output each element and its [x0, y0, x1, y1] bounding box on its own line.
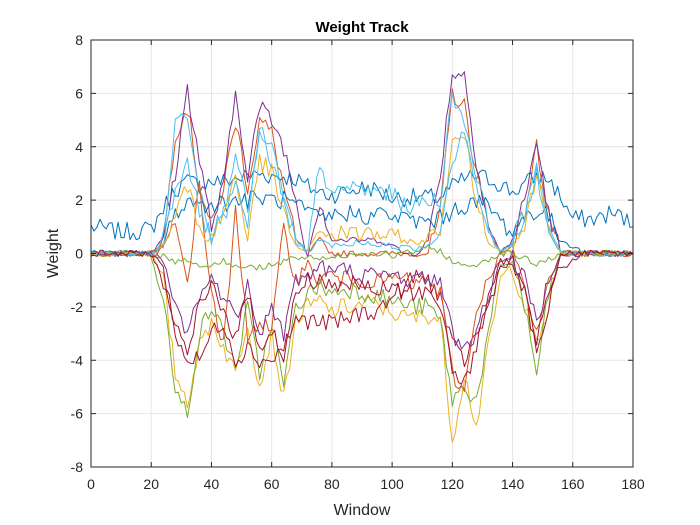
x-tick-label: 80	[324, 476, 340, 492]
chart-title: Weight Track	[315, 19, 409, 36]
series-line-8	[90, 190, 634, 258]
y-tick-label: -8	[71, 459, 84, 475]
x-axis-label: Window	[334, 502, 391, 519]
x-tick-label: 0	[87, 476, 95, 492]
series-line-4	[90, 71, 634, 258]
series-line-5	[90, 249, 634, 418]
ticks: 0 20 40 60 80 100 120 140 160 180 -8 -6 -4 -2 0 2 4 6 8	[71, 32, 645, 492]
series-line-14	[90, 249, 634, 385]
series-line-7	[90, 249, 634, 369]
y-tick-label: 4	[75, 139, 83, 155]
x-tick-label: 140	[501, 476, 525, 492]
series-line-3	[90, 249, 634, 443]
x-tick-label: 180	[621, 476, 645, 492]
series-line-10	[90, 136, 634, 257]
x-tick-label: 20	[143, 476, 159, 492]
x-tick-label: 160	[561, 476, 585, 492]
x-tick-label: 120	[441, 476, 465, 492]
x-tick-label: 100	[380, 476, 404, 492]
series-line-6	[90, 92, 634, 257]
y-tick-label: 6	[75, 85, 83, 101]
y-tick-label: -2	[71, 299, 84, 315]
y-tick-label: -6	[71, 406, 84, 422]
x-tick-label: 40	[204, 476, 220, 492]
y-tick-label: -4	[71, 352, 84, 368]
series-lines	[90, 71, 634, 443]
x-tick-label: 60	[264, 476, 280, 492]
series-line-13	[90, 130, 634, 258]
series-line-12	[90, 244, 634, 271]
y-tick-label: 8	[75, 32, 83, 48]
y-tick-label: 0	[75, 246, 83, 262]
y-tick-label: 2	[75, 192, 83, 208]
y-axis-label: Weight	[45, 228, 62, 278]
